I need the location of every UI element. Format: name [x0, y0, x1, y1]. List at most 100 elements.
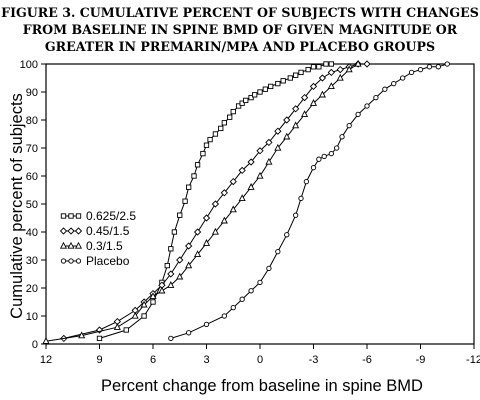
y-tick-label: 70: [26, 143, 38, 155]
data-point-triangle: [256, 171, 264, 179]
data-point-triangle: [318, 90, 326, 98]
data-point-square: [280, 78, 286, 84]
data-point-triangle: [274, 143, 282, 151]
x-axis-label: Percent change from baseline in spine BM…: [101, 377, 423, 395]
data-point-diamond: [229, 177, 237, 186]
data-point-square: [230, 108, 236, 115]
data-point-square: [305, 66, 311, 73]
data-point-diamond: [193, 228, 202, 236]
data-point-circle: [284, 232, 290, 238]
data-point-triangle: [229, 205, 237, 213]
data-point-square: [75, 213, 82, 219]
data-point-circle: [310, 164, 317, 171]
data-point-diamond: [238, 166, 246, 175]
data-point-circle: [328, 150, 334, 157]
data-point-square: [328, 61, 334, 67]
legend-label: 0.45/1.5: [86, 224, 130, 238]
data-point-triangle: [283, 132, 291, 140]
data-point-circle: [408, 69, 415, 76]
data-point-circle: [346, 122, 352, 129]
data-point-circle: [230, 304, 236, 311]
y-tick-label: 40: [26, 227, 38, 239]
data-point-circle: [339, 134, 345, 140]
data-point-circle: [248, 288, 254, 294]
chart-title: FIGURE 3. CUMULATIVE PERCENT OF SUBJECTS…: [0, 4, 480, 55]
data-point-square: [287, 75, 293, 81]
data-point-square: [251, 92, 258, 98]
data-point-triangle: [59, 241, 68, 249]
data-point-diamond: [256, 147, 264, 155]
data-point-diamond: [300, 93, 309, 102]
data-point-triangle: [292, 121, 300, 129]
y-tick-label: 100: [20, 59, 38, 71]
data-point-diamond: [274, 127, 282, 135]
chart-title-line-3: GREATER IN PREMARIN/MPA AND PLACEBO GROU…: [44, 39, 436, 54]
data-point-square: [212, 131, 219, 137]
data-point-circle: [186, 330, 192, 336]
data-point-circle: [334, 145, 340, 151]
y-axis-label: Cumulative percent of subjects: [8, 93, 26, 319]
data-point-square: [68, 213, 74, 219]
data-point-square: [323, 61, 329, 67]
data-point-square: [60, 213, 67, 219]
x-tick-label: 3: [203, 354, 209, 366]
data-point-triangle: [354, 59, 362, 67]
data-point-triangle: [301, 110, 309, 118]
data-point-diamond: [309, 82, 318, 91]
data-point-triangle: [345, 65, 353, 73]
data-point-square: [123, 327, 129, 333]
data-point-triangle: [185, 261, 193, 269]
data-point-circle: [168, 335, 174, 342]
data-point-circle: [364, 103, 370, 109]
data-point-triangle: [202, 239, 211, 246]
data-point-square: [262, 86, 268, 92]
x-tick-label: 0: [257, 354, 263, 366]
y-tick-label: 80: [26, 115, 38, 127]
data-point-square: [235, 103, 242, 109]
data-point-triangle: [149, 292, 157, 300]
data-point-square: [298, 69, 304, 76]
data-point-square: [200, 150, 206, 157]
data-point-triangle: [265, 157, 273, 165]
legend-label: 0.625/2.5: [86, 209, 136, 223]
data-point-diamond: [327, 68, 335, 77]
x-tick-label: 6: [150, 354, 156, 366]
plot-frame: [45, 63, 475, 345]
data-point-square: [207, 136, 213, 143]
data-point-triangle: [78, 331, 86, 339]
data-point-circle: [293, 212, 299, 218]
data-point-diamond: [211, 200, 220, 208]
data-point-triangle: [140, 300, 148, 308]
data-point-diamond: [167, 270, 175, 278]
data-point-square: [221, 120, 227, 126]
data-point-square: [275, 80, 281, 87]
data-point-triangle: [74, 241, 83, 249]
data-point-triangle: [42, 337, 50, 344]
data-point-circle: [316, 156, 322, 162]
x-tick-label: -9: [416, 354, 426, 366]
data-point-diamond: [283, 116, 291, 124]
data-point-circle: [391, 80, 397, 87]
data-point-square: [218, 125, 224, 132]
series-circle: [168, 61, 450, 342]
data-point-circle: [444, 61, 450, 67]
data-point-diamond: [220, 189, 228, 197]
x-tick-label: -3: [309, 354, 319, 366]
data-point-diamond: [74, 227, 83, 235]
data-point-circle: [303, 178, 310, 185]
legend-item-triangle: 0.3/1.5: [59, 239, 123, 253]
series-triangle: [42, 59, 362, 344]
data-point-triangle: [167, 281, 175, 288]
x-tick-label: -12: [466, 354, 480, 366]
data-point-circle: [275, 248, 281, 255]
data-point-square: [239, 100, 245, 106]
data-point-triangle: [220, 216, 228, 224]
data-point-circle: [239, 296, 245, 302]
chart-title-line-2: FROM BASELINE IN SPINE BMD OF GIVEN MAGN…: [22, 22, 458, 37]
data-point-diamond: [202, 214, 211, 222]
y-tick-label: 20: [26, 283, 38, 295]
data-point-circle: [382, 86, 388, 92]
